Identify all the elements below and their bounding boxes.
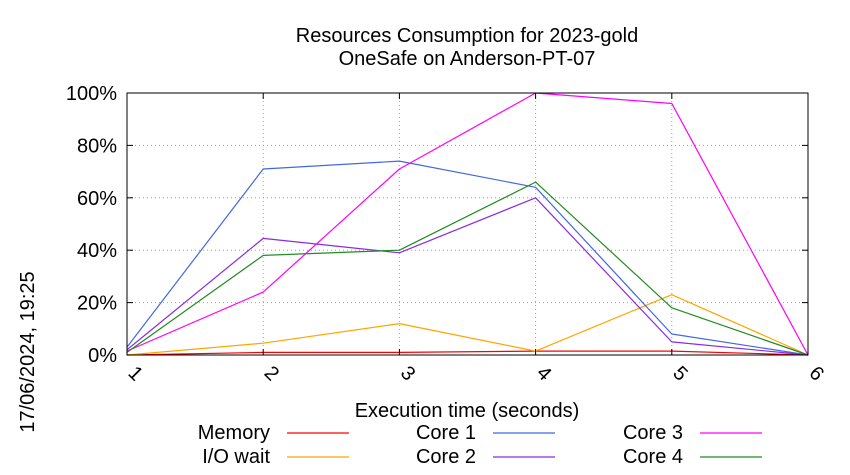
y-tick-label: 40% — [77, 240, 117, 262]
y-tick-label: 100% — [66, 83, 117, 105]
legend-label: Core 4 — [623, 446, 683, 468]
chart-title-line: OneSafe on Anderson-PT-07 — [339, 48, 596, 70]
x-tick-label: 4 — [532, 362, 555, 385]
y-tick-label: 0% — [88, 345, 117, 367]
series-line-core-3 — [126, 92, 809, 356]
legend-label: I/O wait — [202, 446, 270, 468]
series-line-core-1 — [126, 160, 809, 356]
y-tick-label: 80% — [77, 135, 117, 157]
legend-item: Memory — [198, 422, 349, 444]
series-line-core-4 — [126, 181, 809, 356]
series-line-core-2 — [126, 197, 809, 356]
grid-lines — [127, 93, 808, 355]
y-tick-label: 60% — [77, 188, 117, 210]
series-line-i-o-wait — [126, 294, 809, 356]
series-lines — [126, 92, 809, 356]
x-tick-label: 6 — [805, 362, 828, 385]
x-tick-label: 2 — [260, 362, 283, 385]
series-line-memory — [126, 350, 809, 356]
x-tick-label: 5 — [668, 362, 691, 385]
y-tick-label: 20% — [77, 293, 117, 315]
legend-item: Core 4 — [623, 446, 762, 468]
x-tick-label: 1 — [124, 362, 147, 385]
legend-item: Core 2 — [416, 446, 555, 468]
legend-item: Core 1 — [416, 422, 555, 444]
legend-label: Memory — [198, 422, 270, 444]
legend-label: Core 3 — [623, 422, 683, 444]
timestamp-label: 17/06/2024, 19:25 — [17, 271, 39, 432]
chart-title-line: Resources Consumption for 2023-gold — [296, 25, 638, 47]
x-axis-label: Execution time (seconds) — [355, 400, 580, 422]
legend-item: Core 3 — [623, 422, 762, 444]
legend-label: Core 2 — [416, 446, 476, 468]
plot-frame — [126, 92, 809, 356]
legend-label: Core 1 — [416, 422, 476, 444]
legend-item: I/O wait — [202, 446, 349, 468]
chart-title: Resources Consumption for 2023-goldOneSa… — [296, 25, 638, 70]
x-tick-label: 3 — [396, 362, 419, 385]
y-axis-ticks: 0% 20% 40% 60% 80% 100% — [66, 83, 808, 367]
